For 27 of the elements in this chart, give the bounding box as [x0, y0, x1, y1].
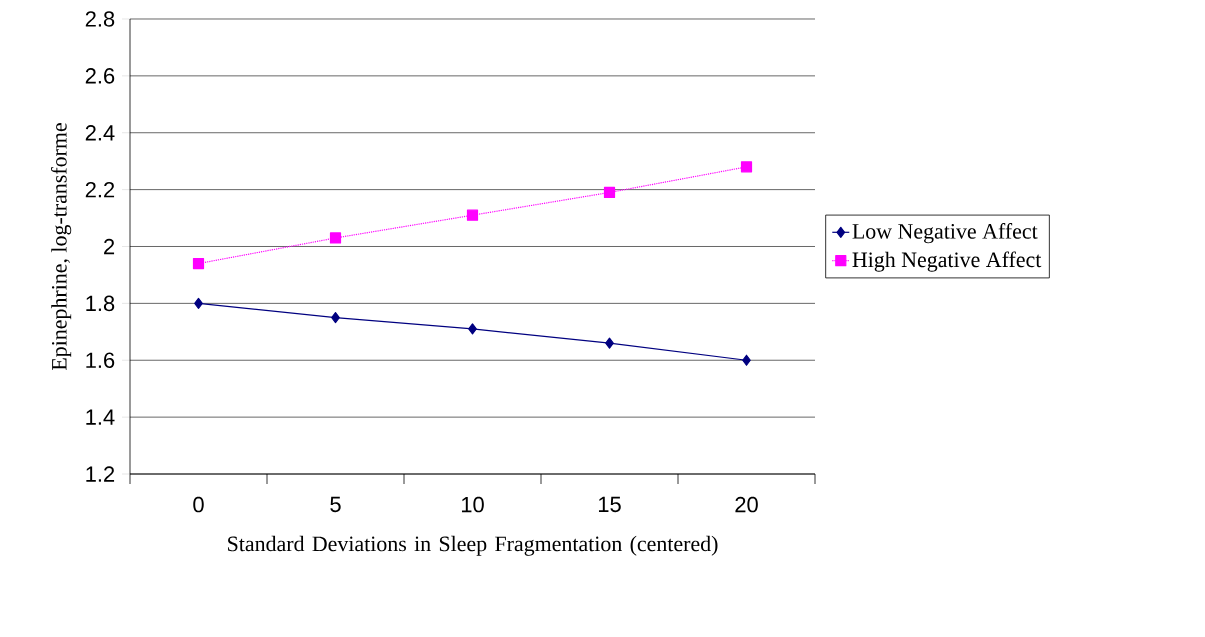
point: [192, 257, 205, 270]
y-tick-label: 2.2: [85, 181, 115, 198]
y-tick-label: 2.8: [85, 11, 115, 27]
legend-label: Low Negative Affect: [852, 223, 1038, 244]
y-tick-label: 1.2: [86, 466, 115, 482]
point: [194, 297, 203, 309]
y-tick-label: 2: [104, 238, 115, 255]
x-tick-label: 0: [193, 496, 204, 513]
y-tick-label: 1.4: [86, 409, 115, 425]
point: [603, 186, 616, 199]
x-tick-label: 15: [598, 496, 621, 513]
point: [466, 209, 479, 221]
y-tick-label: 2.4: [85, 125, 115, 141]
point: [329, 232, 342, 244]
y-axis-title: Epinephrine, log-transforme: [51, 123, 72, 371]
point: [740, 161, 753, 173]
y-tick-label: 1.8: [86, 295, 115, 312]
x-tick-label: 20: [735, 496, 758, 513]
x-axis-title: Standard Deviations in Sleep Fragmentation (centered): [228, 535, 718, 556]
point: [468, 323, 477, 335]
y-tick-label: 1.6: [86, 352, 115, 369]
x-tick-label: 5: [330, 496, 341, 513]
y-tick-label: 2.6: [85, 68, 115, 84]
point: [742, 354, 751, 366]
legend-label: High Negative Affect: [852, 251, 1042, 272]
x-tick-label: 10: [461, 496, 484, 513]
point: [605, 337, 614, 349]
